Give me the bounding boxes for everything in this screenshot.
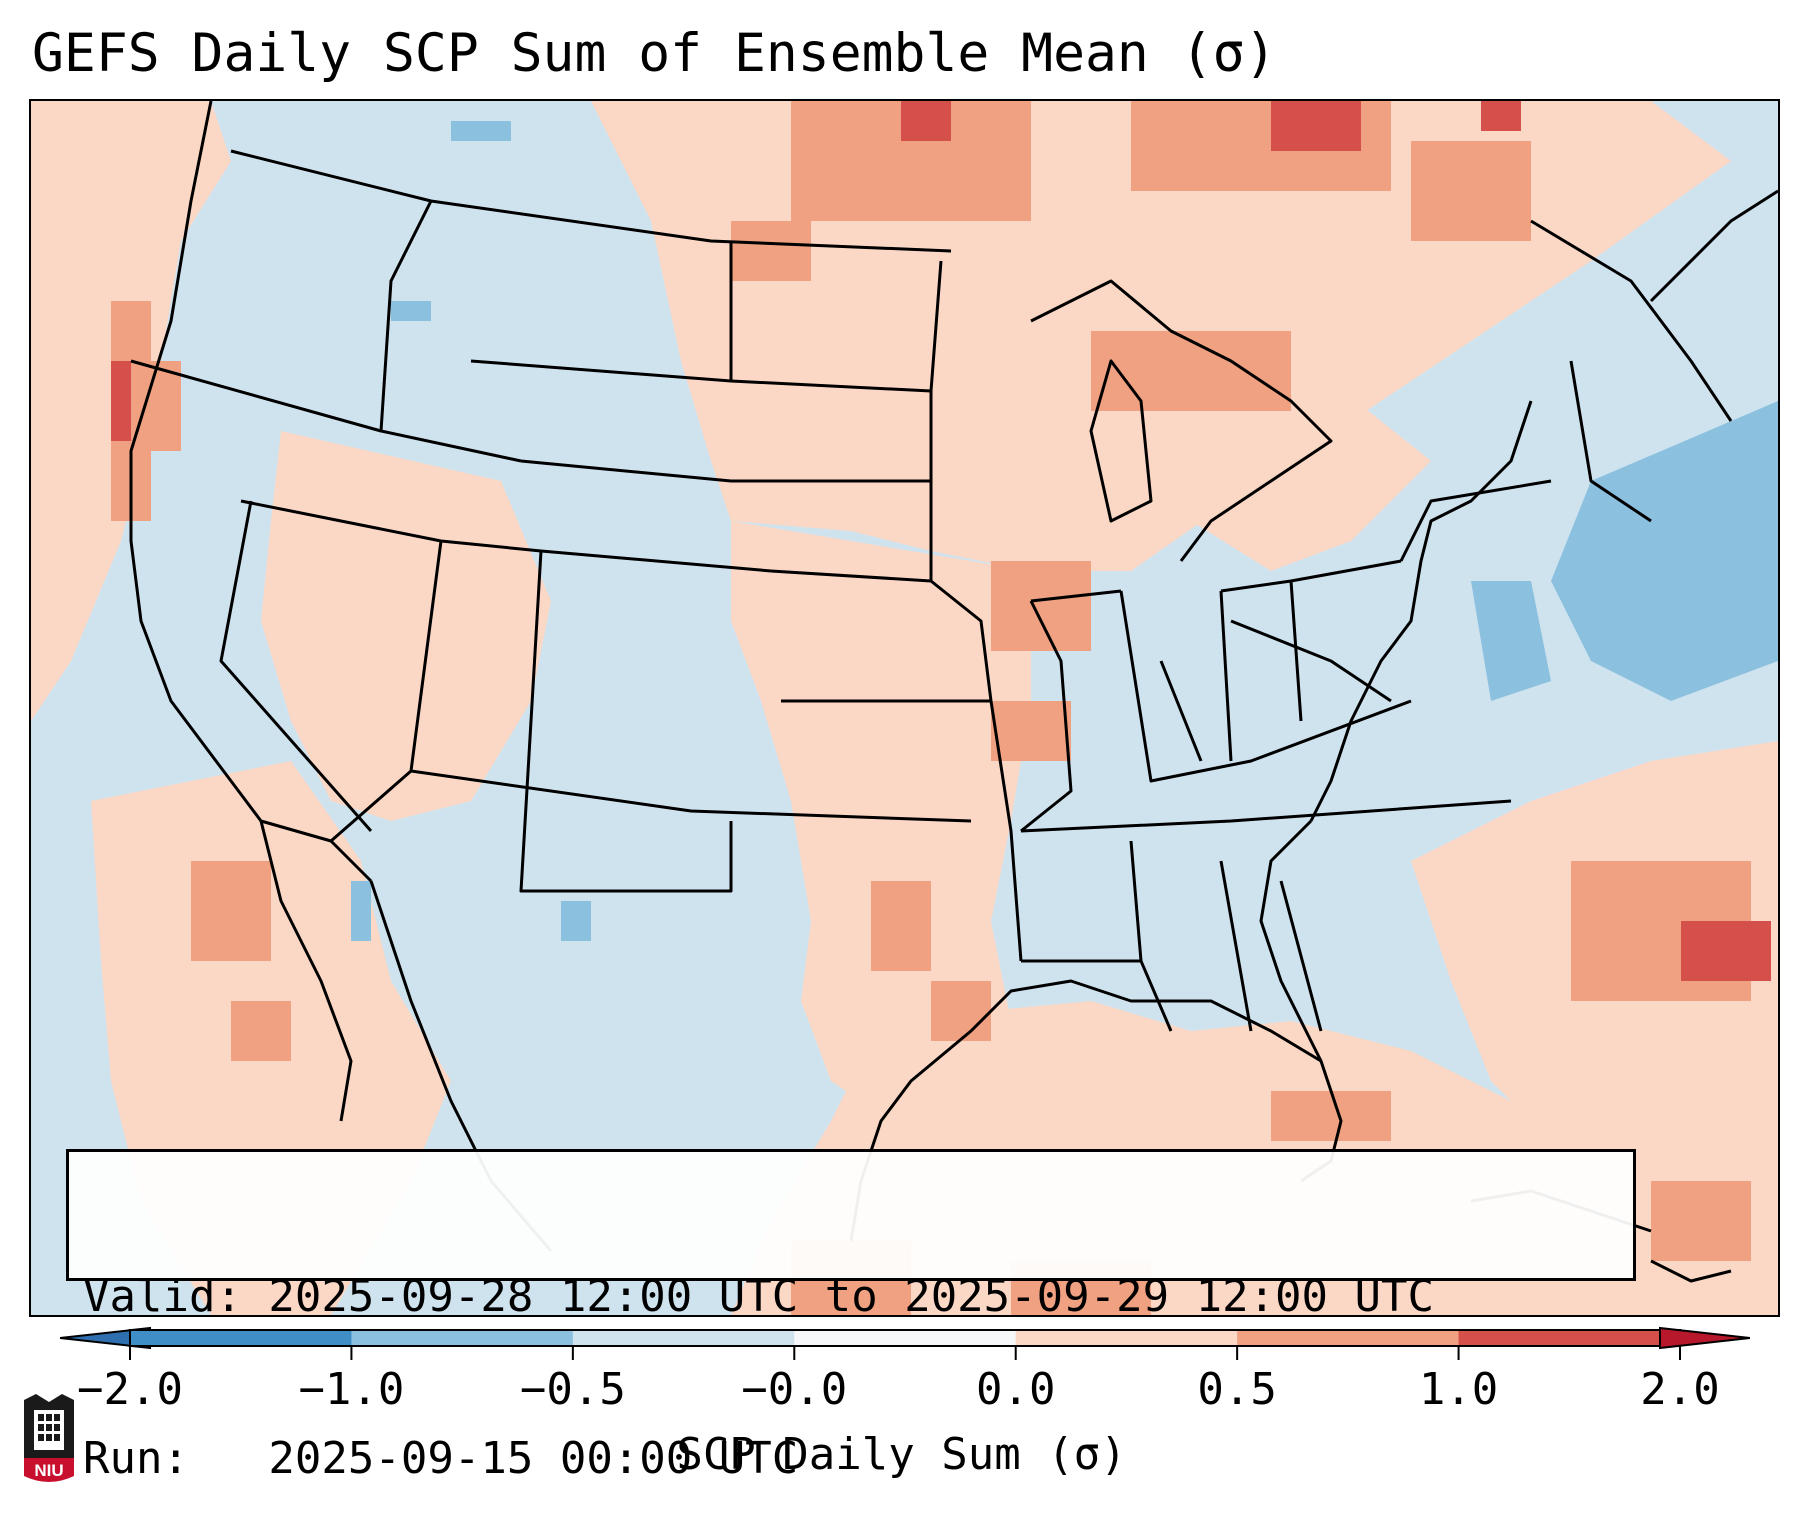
state-boundaries <box>129 101 1778 1283</box>
colorbar-tick-label: 1.0 <box>1418 1364 1499 1415</box>
moderate-anomaly-field <box>111 101 1751 1315</box>
colorbar-tick-label: 0.5 <box>1197 1364 1277 1415</box>
run-time-text: Run: 2025-09-15 00:00 UTC <box>83 1433 799 1484</box>
valid-run-info-box: Valid: 2025-09-28 12:00 UTC to 2025-09-2… <box>66 1149 1636 1484</box>
colorbar-label: SCP Daily Sum (σ) <box>676 1429 1127 1480</box>
colorbar-tick-label: −0.5 <box>519 1364 626 1415</box>
negative-anomaly-field <box>351 121 1778 941</box>
colorbar-segment <box>572 1330 795 1346</box>
strong-anomaly-field <box>111 101 1771 981</box>
colorbar-tick-label: 2.0 <box>1640 1364 1720 1415</box>
colorbar <box>60 1326 1750 1360</box>
colorbar-segment <box>1237 1330 1460 1346</box>
colorbar-segment <box>130 1330 352 1346</box>
niu-logo: NIU <box>24 1394 74 1482</box>
map-panel <box>29 99 1780 1317</box>
colorbar-tick-label: −2.0 <box>77 1364 183 1415</box>
colorbar-segment <box>1015 1330 1238 1346</box>
colorbar-extend-high <box>1659 1326 1750 1350</box>
scp-map <box>31 101 1778 1315</box>
valid-time-text: Valid: 2025-09-28 12:00 UTC to 2025-09-2… <box>83 1271 1435 1322</box>
colorbar-tick-label: −1.0 <box>298 1364 405 1415</box>
colorbar-tick-label: −0.0 <box>741 1364 848 1415</box>
colorbar-segment <box>351 1330 574 1346</box>
svg-text:NIU: NIU <box>34 1461 63 1480</box>
colorbar-tick-label: 0.0 <box>975 1364 1056 1415</box>
colorbar-segment <box>1458 1330 1681 1346</box>
chart-title: GEFS Daily SCP Sum of Ensemble Mean (σ) <box>32 23 1277 84</box>
colorbar-segment <box>794 1330 1017 1346</box>
